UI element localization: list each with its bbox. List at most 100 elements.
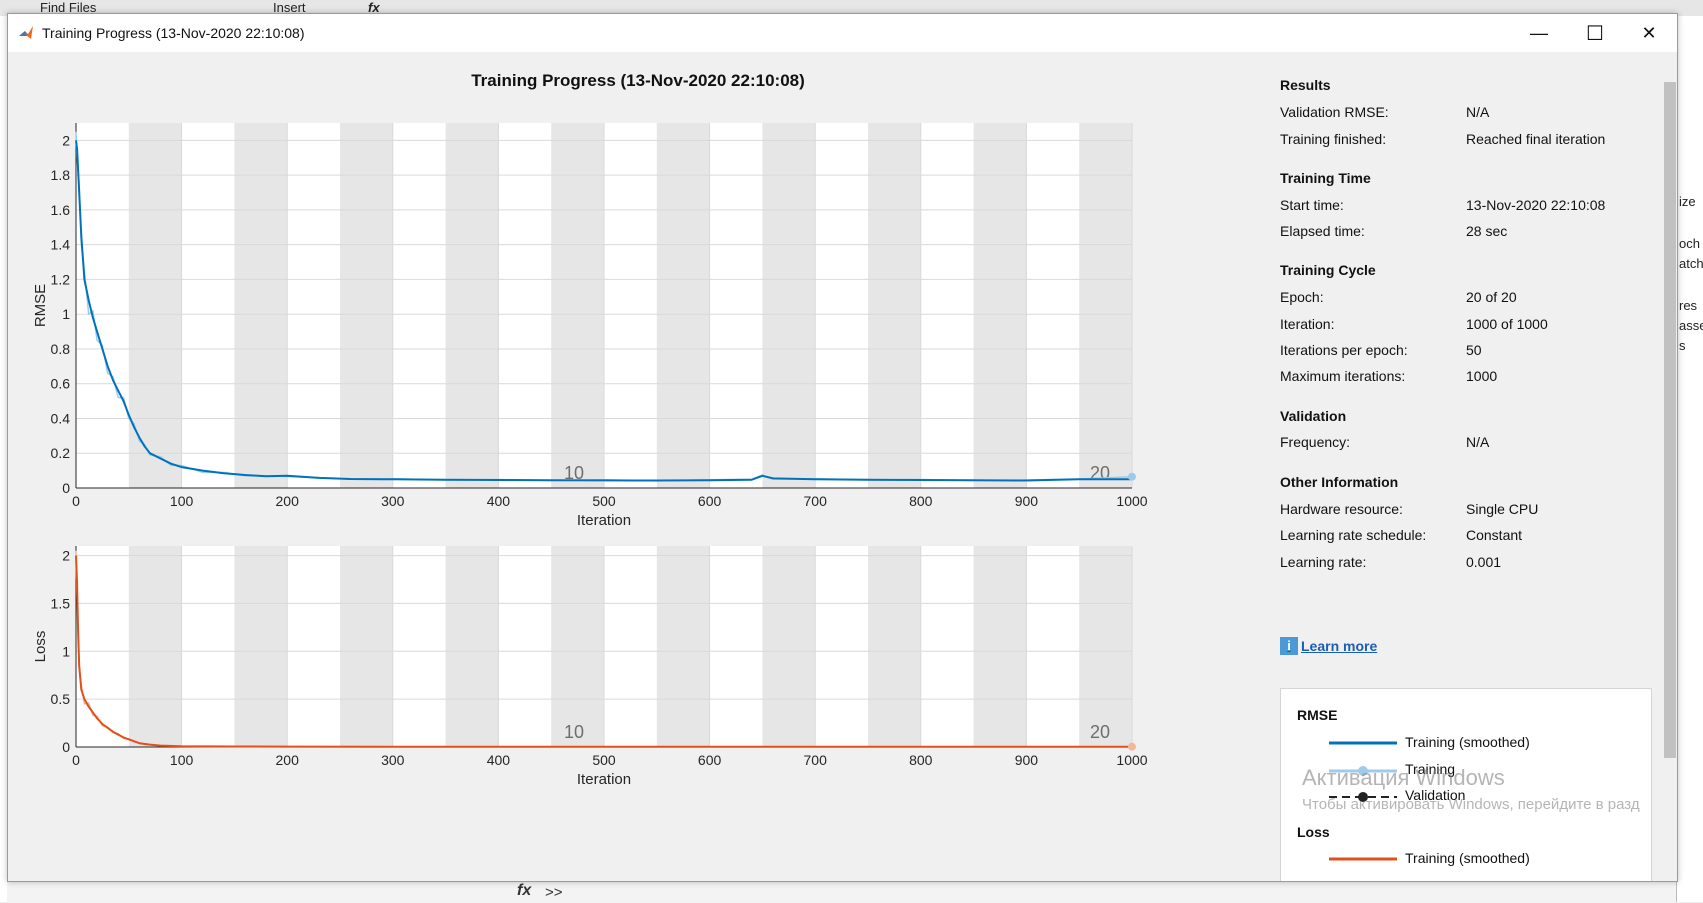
rmse-epoch-band	[868, 123, 921, 488]
learning-rate-schedule-value: Constant	[1466, 527, 1523, 543]
loss-x-axis-label: Iteration	[577, 771, 631, 788]
iteration-label: Iteration:	[1280, 316, 1335, 332]
command-window-strip: fx >>	[7, 880, 1676, 903]
loss-epoch-band	[551, 546, 604, 747]
rmse-epoch-band	[1079, 123, 1132, 488]
rmse-epoch-band	[234, 123, 288, 488]
loss-x-tick-label: 1000	[1116, 752, 1147, 768]
rmse-y-tick-label: 0.6	[51, 376, 71, 392]
validation-rmse-label: Validation RMSE:	[1280, 104, 1389, 120]
legend-rmse-smoothed-swatch	[1329, 741, 1397, 745]
rmse-x-tick-label: 700	[804, 493, 828, 509]
minimize-button[interactable]: —	[1530, 22, 1548, 43]
legend-rmse-validation-label: Validation	[1405, 787, 1466, 803]
scrollbar-thumb[interactable]	[1664, 82, 1676, 758]
rmse-epoch-band	[128, 123, 182, 488]
rmse-x-tick-label: 400	[487, 493, 511, 509]
loss-x-tick-label: 200	[276, 752, 300, 768]
rmse-epoch-band	[973, 123, 1027, 488]
rmse-y-tick-label: 1.4	[51, 237, 71, 253]
iterations-per-epoch-label: Iterations per epoch:	[1280, 342, 1408, 358]
loss-epoch-band	[1079, 546, 1132, 747]
rmse-y-tick-label: 2	[62, 132, 70, 148]
rmse-epoch-marker: 10	[564, 463, 584, 483]
rmse-y-tick-label: 0	[62, 480, 70, 496]
legend-rmse-training-label: Training	[1405, 761, 1456, 777]
legend-rmse-training-swatch	[1329, 766, 1397, 776]
loss-y-tick-label: 0	[62, 739, 70, 755]
rmse-final-point	[1128, 472, 1136, 481]
rmse-y-tick-label: 0.8	[51, 341, 71, 357]
loss-x-tick-label: 100	[170, 752, 194, 768]
find-files-label[interactable]: Find Files	[40, 0, 97, 15]
command-prompt[interactable]: >>	[545, 884, 563, 901]
rmse-x-tick-label: 500	[592, 493, 616, 509]
frequency-value: N/A	[1466, 434, 1490, 450]
legend-loss-heading: Loss	[1297, 824, 1330, 840]
iteration-value: 1000 of 1000	[1466, 316, 1548, 332]
legend-rmse-heading: RMSE	[1297, 707, 1338, 723]
rmse-x-tick-label: 1000	[1116, 493, 1147, 509]
training-cycle-heading: Training Cycle	[1280, 262, 1376, 278]
loss-x-tick-label: 400	[487, 752, 511, 768]
rmse-x-tick-label: 100	[170, 493, 194, 509]
fx-prompt-icon: fx	[517, 882, 532, 899]
epoch-label: Epoch:	[1280, 289, 1324, 305]
hardware-resource-value: Single CPU	[1466, 501, 1539, 517]
fx-toolbar-icon[interactable]: fx	[368, 0, 380, 15]
validation-rmse-value: N/A	[1466, 104, 1490, 120]
rmse-x-tick-label: 300	[381, 493, 405, 509]
right-fragment: asse	[1679, 318, 1703, 333]
loss-epoch-marker: 10	[564, 722, 584, 742]
loss-x-tick-label: 700	[804, 752, 828, 768]
loss-x-tick-label: 900	[1015, 752, 1039, 768]
loss-x-tick-label: 300	[381, 752, 405, 768]
rmse-x-tick-label: 200	[276, 493, 300, 509]
legend-loss-smoothed-swatch	[1329, 857, 1397, 861]
panel-scrollbar[interactable]	[1663, 66, 1677, 881]
loss-final-point	[1128, 742, 1136, 751]
loss-x-tick-label: 0	[72, 752, 80, 768]
start-time-value: 13-Nov-2020 22:10:08	[1466, 197, 1606, 213]
insert-label[interactable]: Insert	[273, 0, 306, 15]
loss-x-tick-label: 800	[909, 752, 933, 768]
loss-y-tick-label: 0.5	[51, 691, 71, 707]
learn-more-link[interactable]: i Learn more	[1280, 637, 1377, 655]
training-finished-label: Training finished:	[1280, 131, 1387, 147]
elapsed-time-value: 28 sec	[1466, 223, 1508, 239]
close-button[interactable]: ✕	[1641, 22, 1657, 43]
info-icon: i	[1280, 637, 1298, 655]
rmse-epoch-band	[551, 123, 604, 488]
learn-more-text[interactable]: Learn more	[1301, 638, 1378, 654]
rmse-epoch-band	[762, 123, 816, 488]
right-fragment: res	[1679, 298, 1698, 313]
start-time-label: Start time:	[1280, 197, 1344, 213]
rmse-y-tick-label: 1.2	[51, 271, 71, 287]
rmse-x-tick-label: 900	[1015, 493, 1039, 509]
legend-box: RMSE Training (smoothed) Training Valida…	[1280, 688, 1652, 881]
loss-epoch-band	[973, 546, 1027, 747]
rmse-y-tick-label: 1.6	[51, 202, 71, 218]
activation-watermark-title: Активация Windows	[1302, 765, 1505, 790]
iterations-per-epoch-value: 50	[1466, 342, 1482, 358]
training-finished-value: Reached final iteration	[1466, 131, 1606, 147]
plot-title: Training Progress (13-Nov-2020 22:10:08)	[471, 71, 805, 90]
maximize-button[interactable]: ☐	[1586, 22, 1604, 45]
activation-watermark-text: Чтобы активировать Windows, перейдите в …	[1302, 796, 1640, 813]
loss-epoch-band	[445, 546, 499, 747]
rmse-epoch-band	[340, 123, 393, 488]
legend-rmse-smoothed-label: Training (smoothed)	[1405, 734, 1530, 750]
rmse-x-axis-label: Iteration	[577, 512, 631, 529]
rmse-y-tick-label: 1	[62, 306, 70, 322]
loss-epoch-band	[868, 546, 921, 747]
elapsed-time-label: Elapsed time:	[1280, 223, 1365, 239]
loss-y-axis-label: Loss	[32, 631, 49, 663]
matlab-right-pane: ize och atchS res asse s	[1676, 16, 1703, 902]
right-fragment: och	[1679, 236, 1700, 251]
rmse-epoch-band	[656, 123, 710, 488]
loss-x-tick-label: 600	[698, 752, 722, 768]
window-titlebar[interactable]: Training Progress (13-Nov-2020 22:10:08)…	[8, 14, 1677, 52]
epoch-value: 20 of 20	[1466, 289, 1517, 305]
maximum-iterations-value: 1000	[1466, 368, 1498, 384]
matlab-logo-icon	[19, 26, 33, 39]
